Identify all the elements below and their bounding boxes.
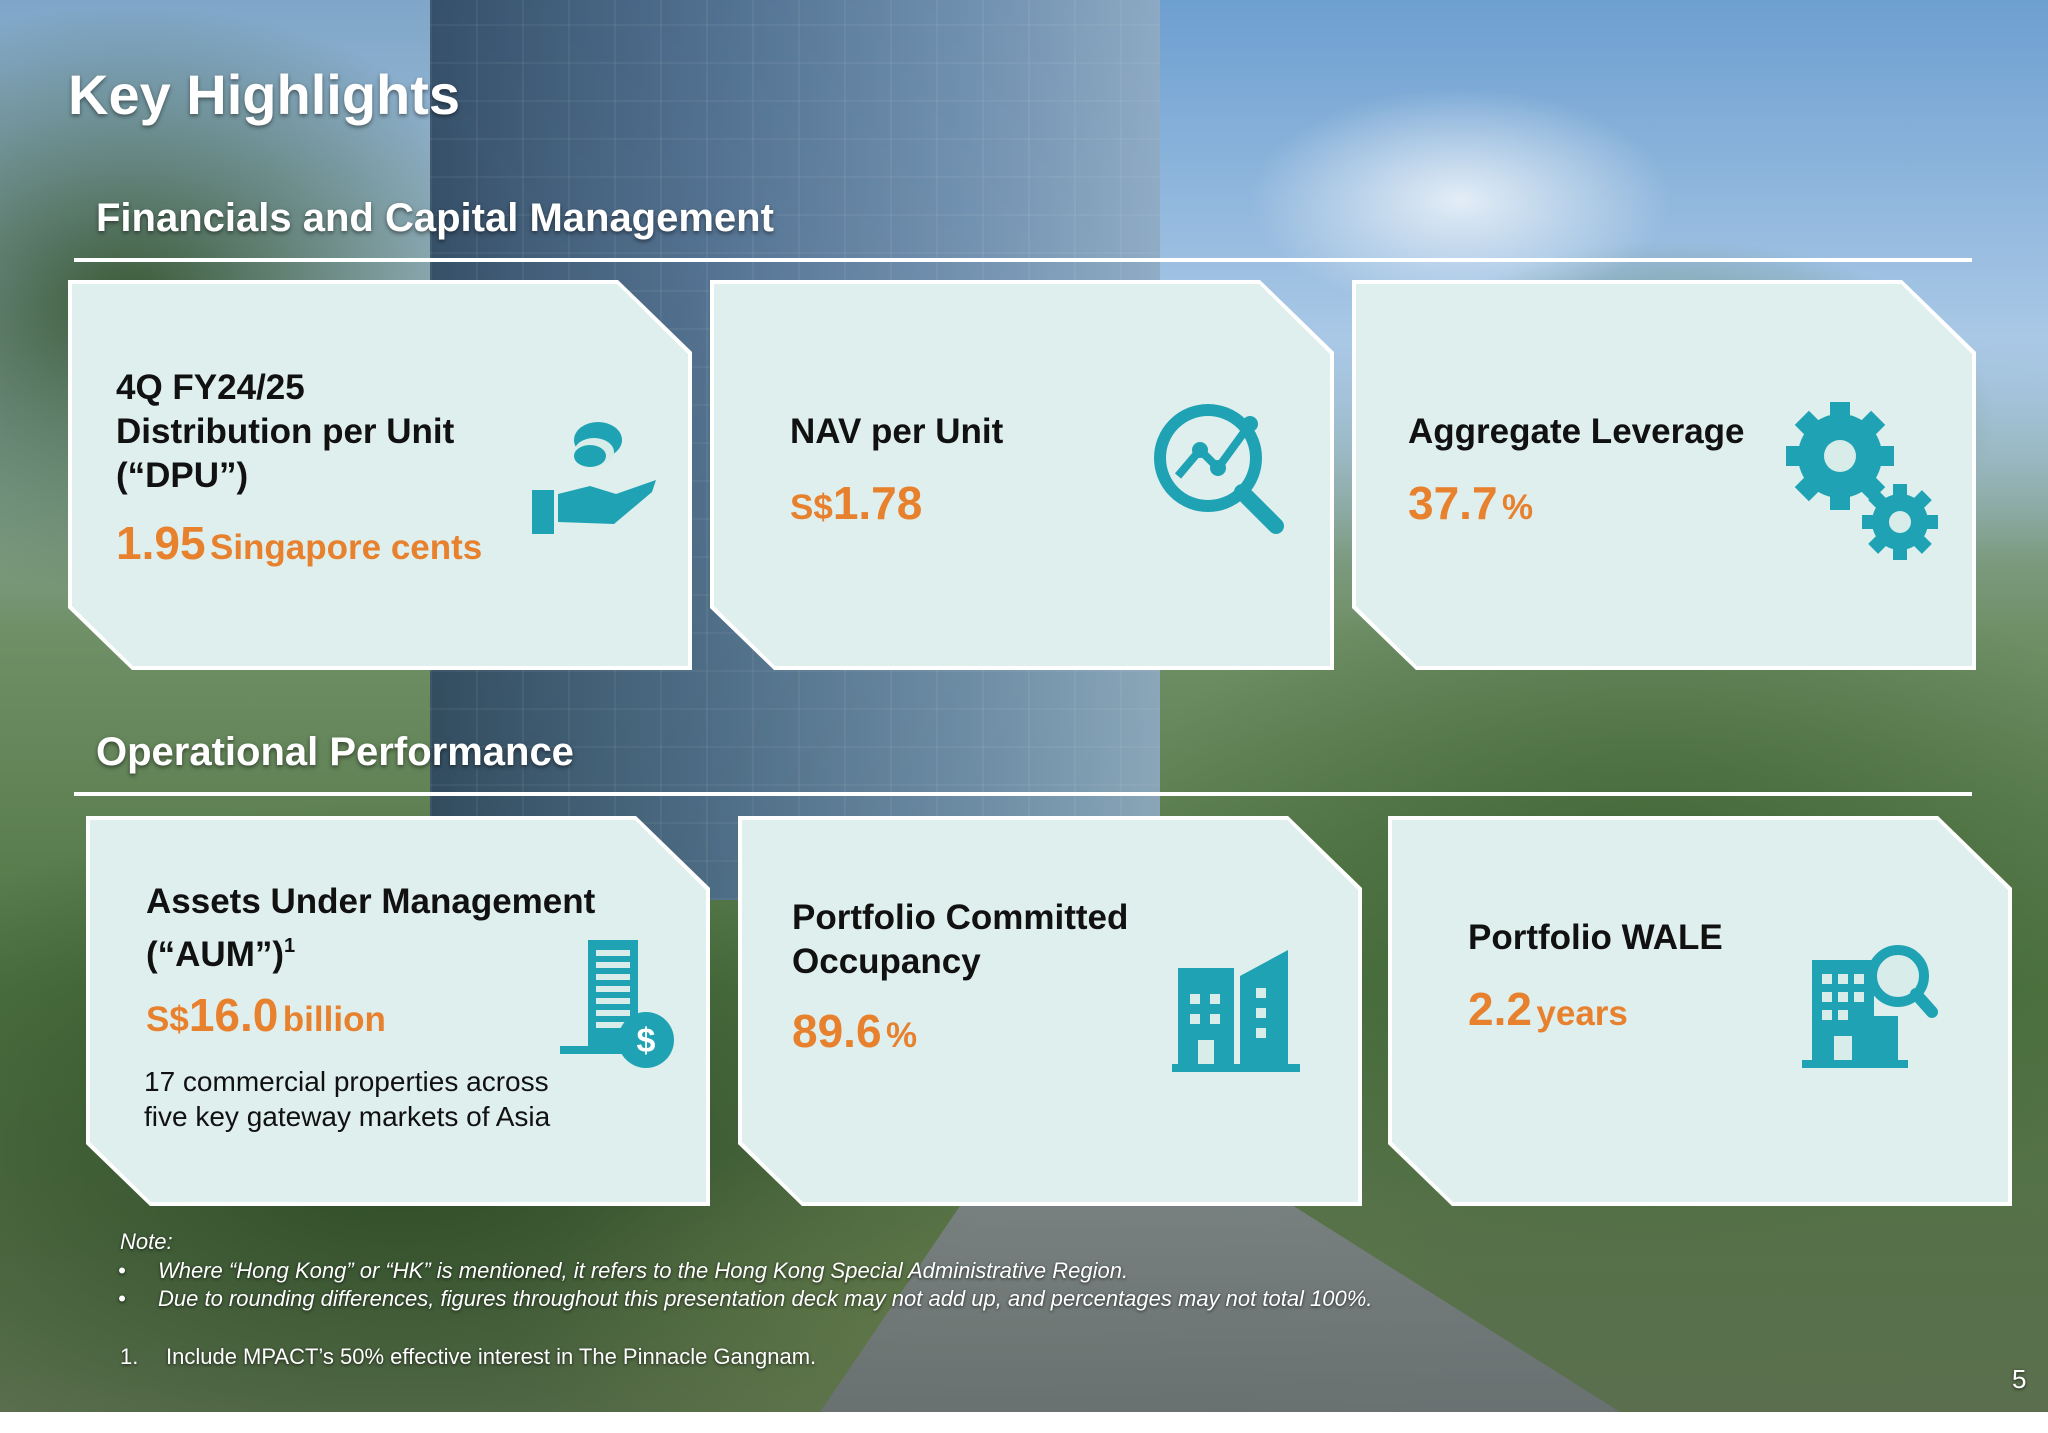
occupancy-label-line: Portfolio Committed (792, 898, 1129, 937)
nav-label: NAV per Unit (790, 412, 1004, 451)
occupancy-label-line: Occupancy (792, 942, 981, 981)
dpu-amount: 1.95 (116, 517, 206, 569)
building-dollar-icon: $ (558, 936, 678, 1076)
leverage-card: Aggregate Leverage 37.7 % (1352, 280, 1976, 670)
gears-icon (1782, 398, 1942, 568)
leverage-label: Aggregate Leverage (1408, 412, 1745, 451)
aum-amount: 16.0 (188, 989, 279, 1041)
office-buildings-icon (1170, 944, 1304, 1074)
wale-card: Portfolio WALE 2.2 years (1388, 816, 2012, 1206)
aum-label: Assets Under Management (“AUM”)1 (146, 880, 595, 977)
dpu-unit: Singapore cents (209, 528, 483, 567)
footnote-text: Include MPACT’s 50% effective interest i… (166, 1344, 817, 1369)
wale-unit: years (1536, 994, 1628, 1033)
wale-label: Portfolio WALE (1468, 918, 1723, 957)
section-title-operations: Operational Performance (96, 730, 574, 774)
aum-description-line: five key gateway markets of Asia (144, 1101, 551, 1132)
hand-coins-icon (530, 410, 660, 540)
card-panel (72, 284, 688, 666)
leverage-value: 37.7 % (1408, 476, 1533, 530)
note-bullet-marker: • (118, 1286, 126, 1311)
section-divider (74, 258, 1972, 262)
page-title: Key Highlights (68, 63, 461, 126)
analytics-magnifier-icon (1150, 400, 1284, 534)
leverage-amount: 37.7 (1408, 477, 1498, 529)
aum-label-line: Assets Under Management (146, 882, 596, 921)
aum-label-line: (“AUM”)1 (146, 924, 595, 977)
aum-label-text: (“AUM”) (146, 935, 285, 974)
wale-amount: 2.2 (1468, 983, 1532, 1035)
nav-value: S$1.78 (790, 476, 922, 530)
card-panel (714, 284, 1330, 666)
building-search-icon (1798, 936, 1938, 1076)
aum-unit: billion (282, 1000, 386, 1039)
card-panel (1392, 820, 2008, 1202)
dpu-label-line: Distribution per Unit (116, 412, 455, 451)
note-bullet: Due to rounding differences, figures thr… (158, 1286, 1373, 1311)
footnote-number: 1. (120, 1344, 139, 1369)
dpu-label: 4Q FY24/25 Distribution per Unit (“DPU”) (116, 366, 454, 498)
nav-amount: 1.78 (832, 477, 923, 529)
page-number: 5 (2012, 1364, 2027, 1394)
dpu-value: 1.95 Singapore cents (116, 516, 482, 570)
note-bullet-marker: • (118, 1258, 126, 1283)
dpu-label-line: (“DPU”) (116, 456, 249, 495)
occupancy-card: Portfolio Committed Occupancy 89.6 % (738, 816, 1362, 1206)
dpu-label-line: 4Q FY24/25 (116, 368, 305, 407)
aum-currency: S$ (146, 1000, 189, 1039)
note-heading: Note: (120, 1229, 173, 1254)
aum-description: 17 commercial properties across five key… (144, 1064, 550, 1134)
note-bullet: Where “Hong Kong” or “HK” is mentioned, … (158, 1258, 1129, 1283)
aum-footnote-ref: 1 (284, 935, 296, 957)
section-divider (74, 792, 1972, 796)
dpu-card: 4Q FY24/25 Distribution per Unit (“DPU”)… (68, 280, 692, 670)
wale-value: 2.2 years (1468, 982, 1628, 1036)
occupancy-amount: 89.6 (792, 1005, 882, 1057)
occupancy-label: Portfolio Committed Occupancy (792, 896, 1128, 984)
aum-value: S$16.0 billion (146, 988, 386, 1042)
nav-card: NAV per Unit S$1.78 (710, 280, 1334, 670)
svg-text:$: $ (637, 1022, 656, 1060)
aum-card: Assets Under Management (“AUM”)1 S$16.0 … (86, 816, 710, 1206)
aum-description-line: 17 commercial properties across (144, 1066, 549, 1097)
occupancy-value: 89.6 % (792, 1004, 917, 1058)
occupancy-unit: % (885, 1016, 918, 1055)
nav-currency: S$ (790, 488, 833, 527)
leverage-unit: % (1501, 488, 1534, 527)
section-title-financials: Financials and Capital Management (96, 196, 774, 240)
